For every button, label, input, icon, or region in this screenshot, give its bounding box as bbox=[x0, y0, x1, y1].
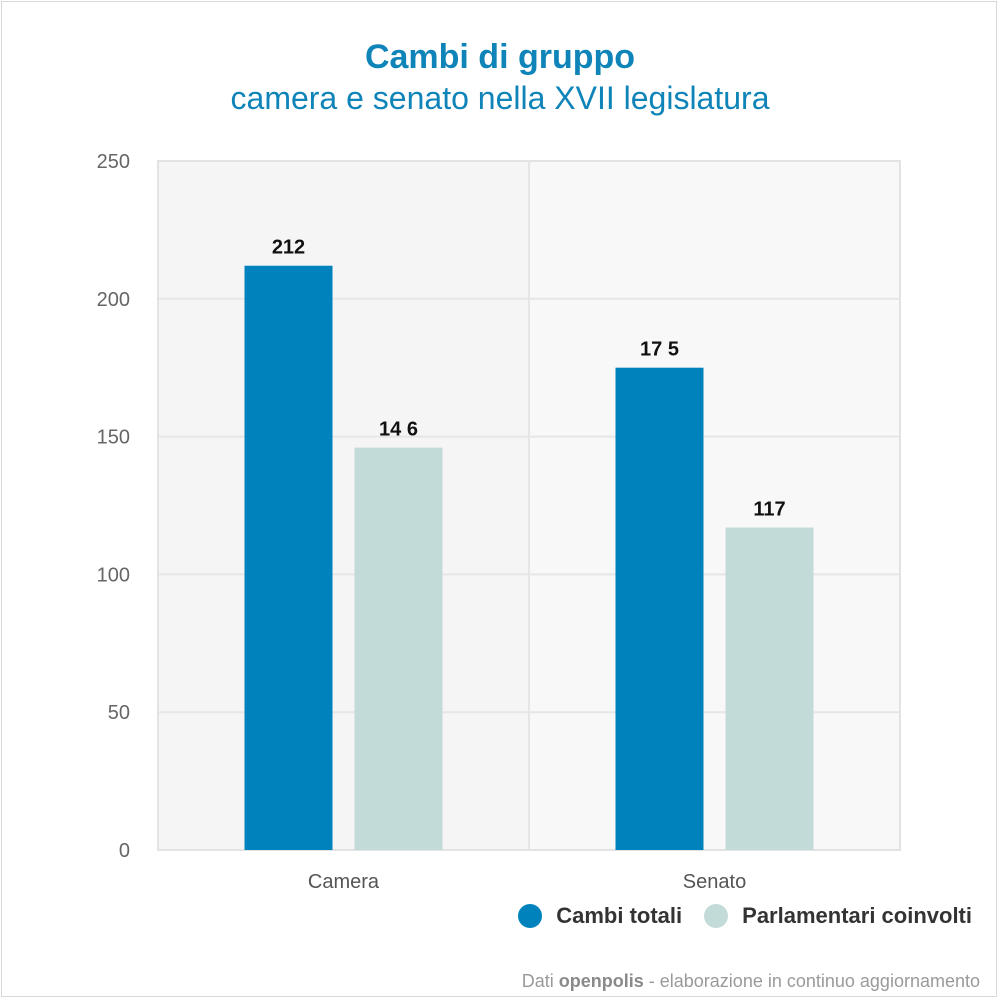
data-label: 17 5 bbox=[640, 339, 679, 361]
legend-label-cambi-totali: Cambi totali bbox=[556, 903, 683, 928]
x-tick-label: Camera bbox=[308, 871, 380, 893]
y-tick-label: 100 bbox=[97, 564, 130, 586]
chart-subtitle: camera e senato nella XVII legislatura bbox=[230, 80, 770, 116]
bar-camera-series-1 bbox=[354, 447, 443, 850]
footer-brand: openpolis bbox=[558, 971, 644, 991]
legend: Cambi totali Parlamentari coinvolti bbox=[496, 903, 972, 929]
y-tick-label: 50 bbox=[108, 702, 130, 724]
y-tick-label: 150 bbox=[97, 427, 130, 449]
x-tick-label: Senato bbox=[683, 871, 746, 893]
plot-band-camera bbox=[158, 161, 529, 850]
legend-label-parlamentari-coinvolti: Parlamentari coinvolti bbox=[742, 903, 972, 928]
legend-swatch-parlamentari-coinvolti bbox=[704, 904, 729, 928]
bar-camera-series-0 bbox=[244, 265, 333, 850]
y-tick-label: 0 bbox=[119, 840, 130, 862]
plot-band-senato bbox=[529, 161, 900, 850]
legend-swatch-cambi-totali bbox=[518, 904, 543, 928]
data-label: 14 6 bbox=[379, 419, 418, 441]
footer-prefix: Dati bbox=[521, 971, 559, 991]
data-label: 212 bbox=[272, 237, 305, 259]
y-tick-label: 200 bbox=[97, 289, 130, 311]
source-footer: Dati openpolis - elaborazione in continu… bbox=[522, 971, 980, 992]
footer-suffix: - elaborazione in continuo aggiornamento bbox=[643, 971, 980, 991]
y-tick-label: 250 bbox=[97, 151, 130, 173]
bar-senato-series-1 bbox=[725, 527, 814, 850]
chart-title: Cambi di gruppo bbox=[364, 38, 636, 76]
bar-senato-series-0 bbox=[615, 367, 704, 850]
legend-item-cambi-totali[interactable]: Cambi totali bbox=[518, 903, 682, 929]
legend-item-parlamentari-coinvolti[interactable]: Parlamentari coinvolti bbox=[704, 903, 972, 929]
data-label: 117 bbox=[753, 499, 785, 521]
